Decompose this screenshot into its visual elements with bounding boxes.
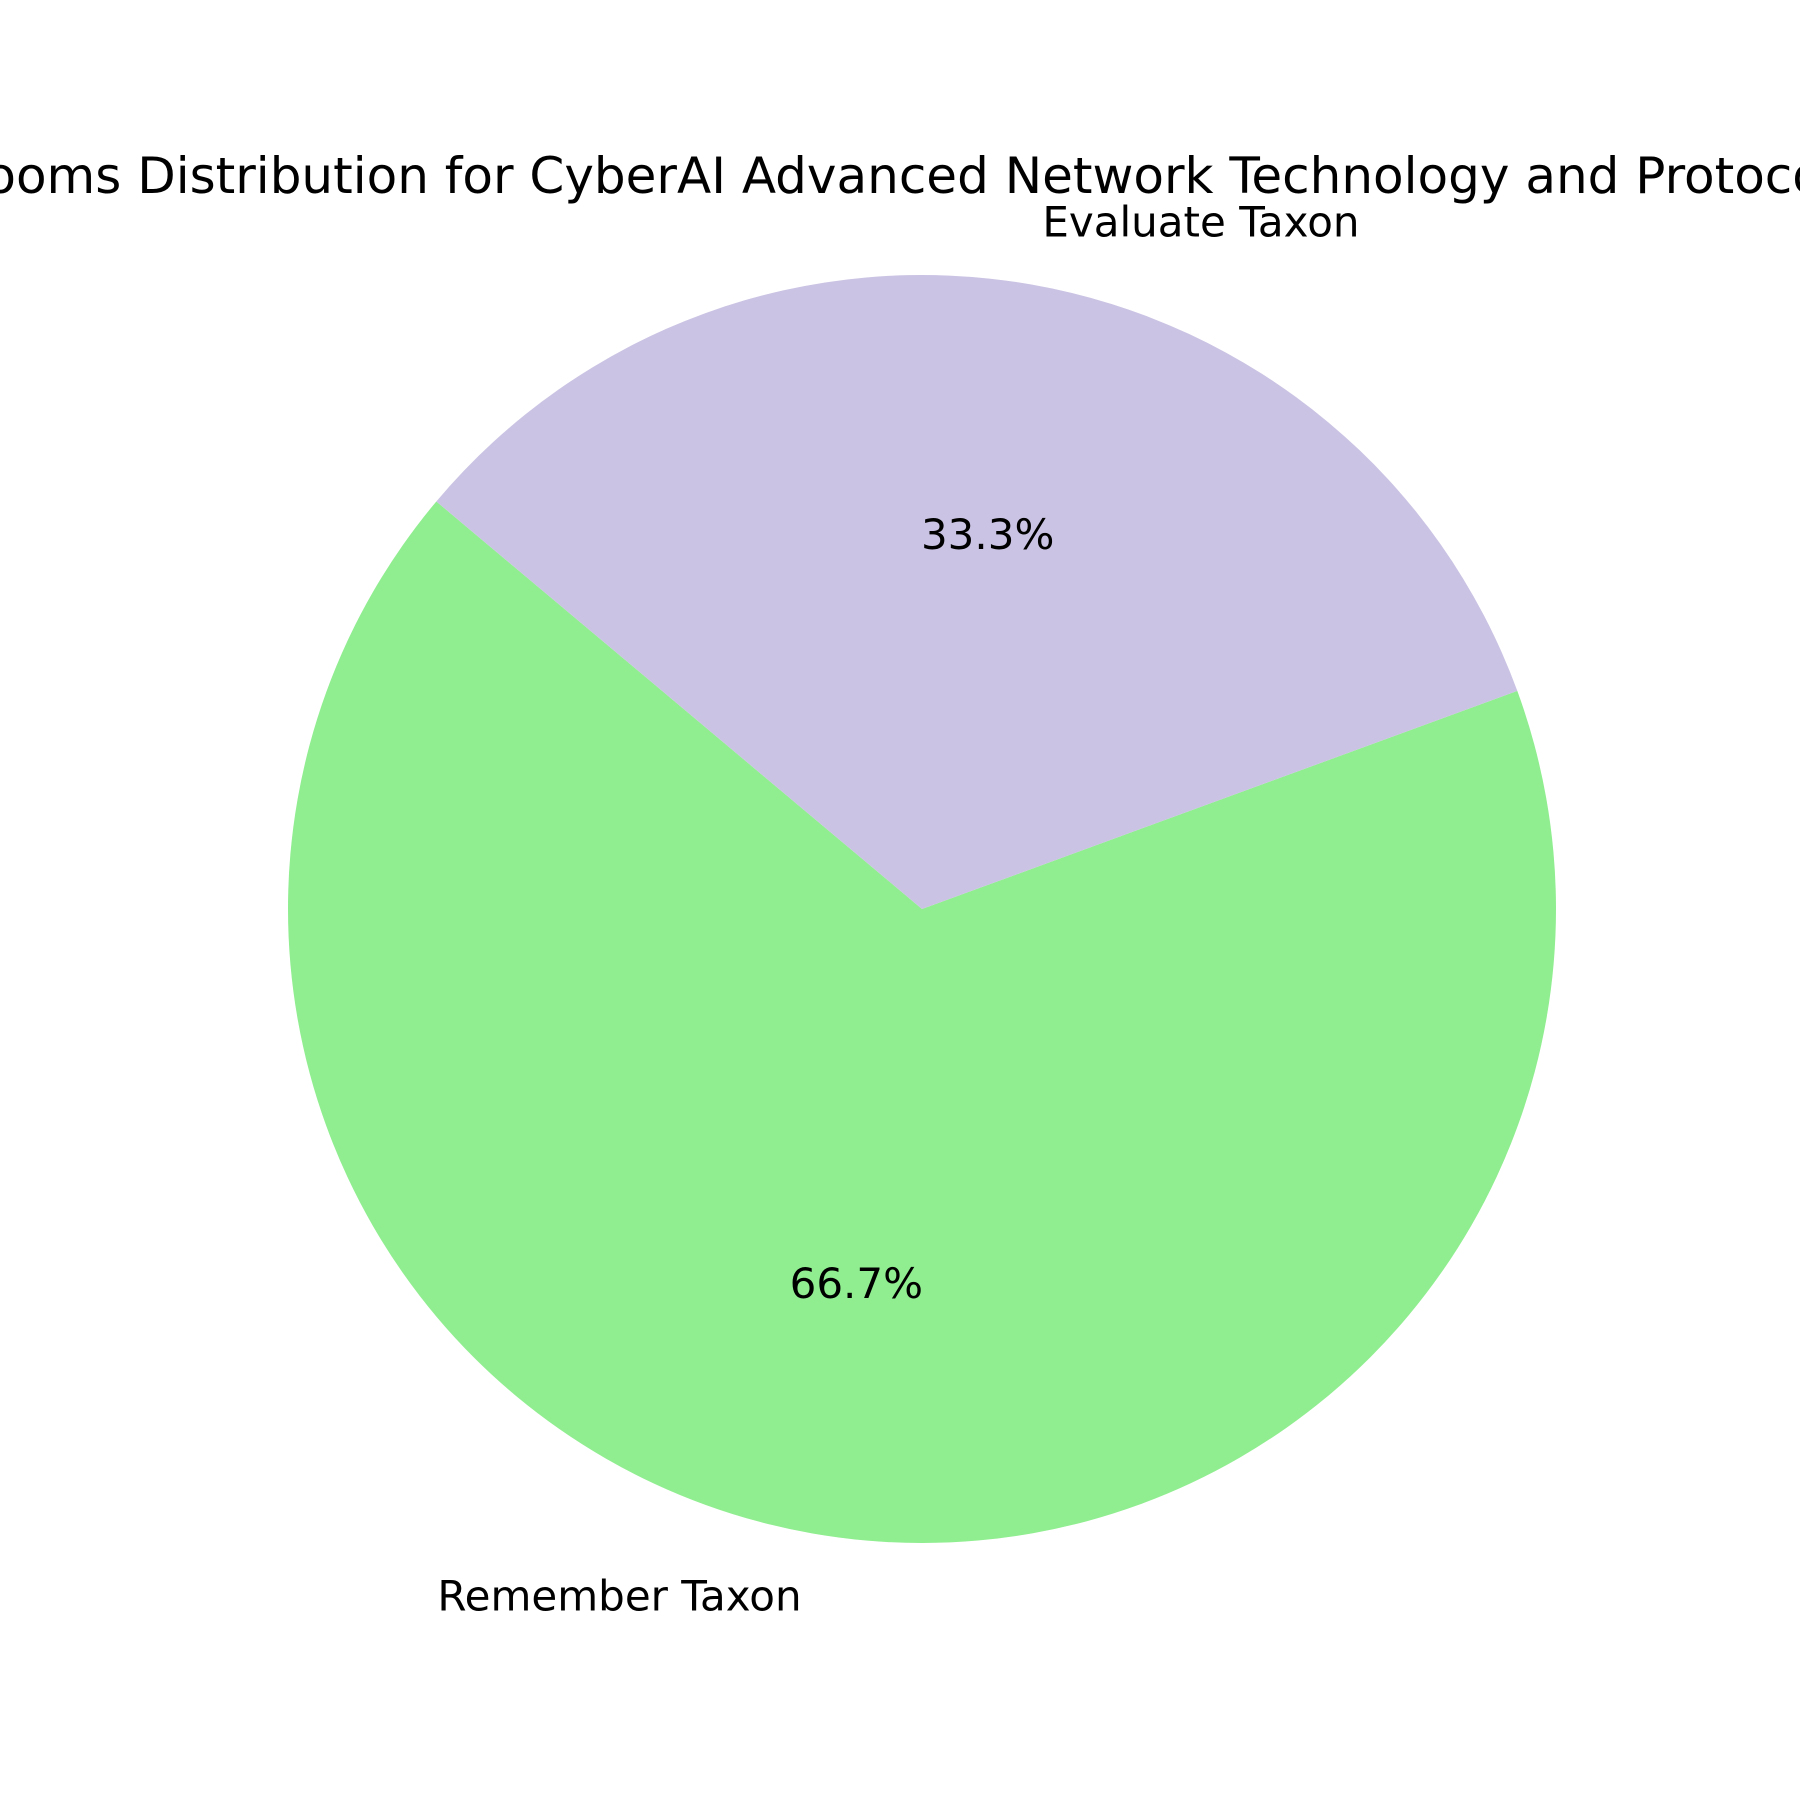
pie-percent-label-evaluate-taxon: 33.3% <box>921 510 1054 559</box>
pie-labels: 66.7% Remember Taxon 33.3% Evaluate Taxon <box>437 198 1359 1621</box>
pie-slices <box>288 274 1557 1543</box>
pie-slice-evaluate-taxon <box>436 274 1518 909</box>
chart-title: Blooms Distribution for CyberAI Advanced… <box>0 147 1800 205</box>
pie-slice-label-remember-taxon: Remember Taxon <box>437 1571 801 1620</box>
pie-percent-label-remember-taxon: 66.7% <box>790 1259 923 1308</box>
pie-slice-remember-taxon <box>288 501 1557 1543</box>
pie-slice-label-evaluate-taxon: Evaluate Taxon <box>1042 198 1359 247</box>
